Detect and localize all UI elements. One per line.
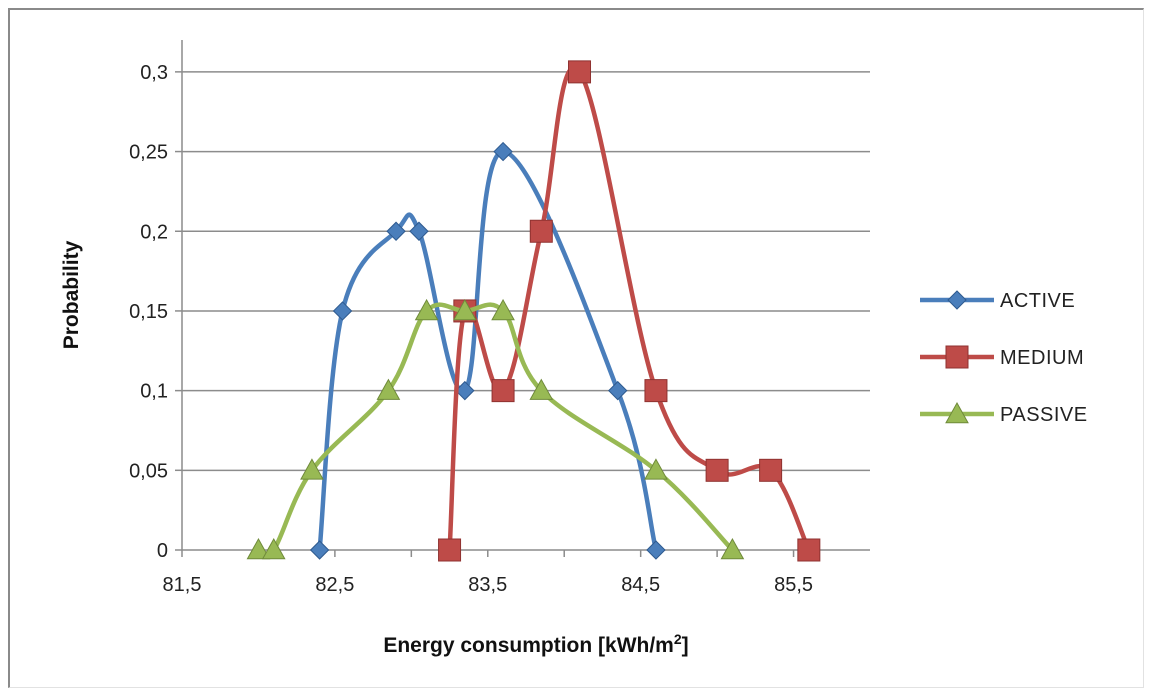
y-tick-label: 0,2 xyxy=(140,221,168,243)
active-data-point xyxy=(455,380,475,401)
medium-data-point xyxy=(759,458,783,482)
passive-data-point xyxy=(452,298,477,321)
y-tick-label: 0,15 xyxy=(129,301,168,323)
x-tick-labels: 81,5 82,5 83,5 84,5 85,5 xyxy=(163,574,813,596)
medium-data-point xyxy=(491,379,515,403)
passive-data-point xyxy=(644,458,668,480)
active-data-point xyxy=(332,301,353,321)
medium-data-point xyxy=(438,538,462,562)
medium-data-point xyxy=(568,60,592,84)
y-tick-label: 0,25 xyxy=(129,142,168,164)
active-data-point xyxy=(409,221,429,241)
active-data-point xyxy=(608,380,628,401)
gridlines xyxy=(182,71,870,472)
y-tick-label: 0,05 xyxy=(129,460,168,482)
y-tick-label: 0 xyxy=(157,540,168,562)
axes xyxy=(175,40,870,557)
x-axis-title: Energy consumption [kWh/m2] xyxy=(383,631,688,657)
series-line-passive xyxy=(257,302,735,559)
passive-data-point xyxy=(376,378,401,400)
x-axis-title-suffix: ] xyxy=(682,634,689,657)
x-axis-title-main: Energy consumption [kWh/m xyxy=(383,634,674,657)
series-line-active xyxy=(317,149,659,551)
legend-item-passive: PASSIVE xyxy=(920,401,1088,426)
legend-item-active: ACTIVE xyxy=(920,290,1075,312)
passive-data-point xyxy=(261,537,286,560)
x-tick-label: 82,5 xyxy=(315,574,354,596)
data-series xyxy=(246,60,821,562)
medium-data-point xyxy=(644,379,668,403)
y-tick-label: 0,1 xyxy=(140,381,168,403)
passive-data-point xyxy=(720,537,745,560)
y-axis-title: Probability xyxy=(60,240,83,349)
medium-data-point xyxy=(705,458,729,482)
line-chart: 00,050,10,150,20,250,3 81,5 82,5 83,5 84,5 8… xyxy=(60,40,1088,657)
legend-item-medium: MEDIUM xyxy=(920,345,1084,369)
medium-data-point xyxy=(529,219,553,243)
legend-marker-diamond xyxy=(947,290,967,310)
chart-frame: 0 0,05 0,1 0,15 0,2 0,25 0,3 81,5 82,5 83,5 84,5 8… xyxy=(8,8,1144,688)
y-tick-labels: 0 0,05 0,1 0,15 0,2 0,25 0,3 xyxy=(129,62,168,562)
active-data-point xyxy=(309,540,330,560)
passive-data-point xyxy=(414,298,439,321)
legend-marker-square xyxy=(945,345,969,369)
legend-label: PASSIVE xyxy=(1000,404,1088,426)
y-tick-label: 0,3 xyxy=(140,62,168,84)
legend-label: ACTIVE xyxy=(1000,290,1075,312)
x-tick-label: 84,5 xyxy=(621,574,660,596)
legend-marker-triangle xyxy=(945,401,969,424)
x-tick-label: 85,5 xyxy=(774,574,813,596)
x-tick-label: 83,5 xyxy=(468,574,507,596)
passive-data-point xyxy=(300,458,324,480)
passive-data-point xyxy=(246,537,271,560)
active-data-point xyxy=(493,141,513,162)
passive-data-point xyxy=(491,298,515,321)
series-passive xyxy=(246,298,745,560)
passive-data-point xyxy=(529,378,554,400)
x-axis-title-superscript: 2 xyxy=(674,631,682,647)
series-active xyxy=(309,141,666,560)
active-data-point xyxy=(646,540,666,560)
legend: ACTIVE MEDIUM PASSIVE xyxy=(920,290,1088,426)
legend-label: MEDIUM xyxy=(1000,347,1084,369)
x-tick-label: 81,5 xyxy=(163,574,202,596)
active-data-point xyxy=(386,221,406,241)
medium-data-point xyxy=(797,538,821,562)
